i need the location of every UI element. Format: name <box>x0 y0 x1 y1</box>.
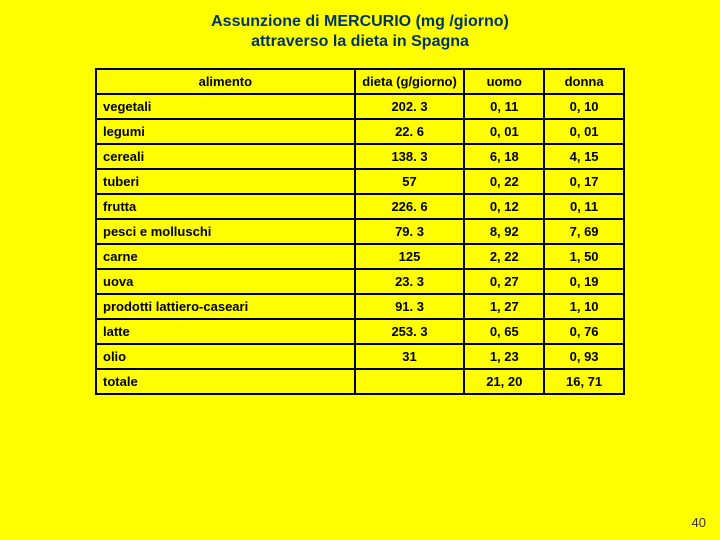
cell-alimento: tuberi <box>96 169 355 194</box>
table-row: frutta226. 60, 120, 11 <box>96 194 624 219</box>
header-dieta: dieta (g/giorno) <box>355 69 465 94</box>
cell-value: 138. 3 <box>355 144 465 169</box>
table-row: carne1252, 221, 50 <box>96 244 624 269</box>
cell-value: 226. 6 <box>355 194 465 219</box>
cell-value: 0, 01 <box>544 119 624 144</box>
cell-value: 1, 27 <box>464 294 544 319</box>
table-row: pesci e molluschi79. 38, 927, 69 <box>96 219 624 244</box>
table-row: cereali138. 36, 184, 15 <box>96 144 624 169</box>
cell-value: 0, 01 <box>464 119 544 144</box>
cell-alimento: prodotti lattiero-caseari <box>96 294 355 319</box>
cell-value: 57 <box>355 169 465 194</box>
cell-value: 4, 15 <box>544 144 624 169</box>
cell-alimento: carne <box>96 244 355 269</box>
cell-alimento: cereali <box>96 144 355 169</box>
cell-value: 0, 19 <box>544 269 624 294</box>
cell-alimento: vegetali <box>96 94 355 119</box>
cell-value: 202. 3 <box>355 94 465 119</box>
cell-alimento: uova <box>96 269 355 294</box>
cell-value: 16, 71 <box>544 369 624 394</box>
cell-alimento: pesci e molluschi <box>96 219 355 244</box>
table-row: totale 21, 2016, 71 <box>96 369 624 394</box>
cell-value: 1, 50 <box>544 244 624 269</box>
table-body: vegetali202. 30, 110, 10legumi22. 60, 01… <box>96 94 624 394</box>
cell-value: 0, 65 <box>464 319 544 344</box>
slide-title: Assunzione di MERCURIO (mg /giorno) attr… <box>0 12 720 52</box>
cell-alimento: latte <box>96 319 355 344</box>
table-row: vegetali202. 30, 110, 10 <box>96 94 624 119</box>
cell-value: 21, 20 <box>464 369 544 394</box>
cell-value: 0, 76 <box>544 319 624 344</box>
cell-value: 31 <box>355 344 465 369</box>
cell-value: 6, 18 <box>464 144 544 169</box>
cell-value: 22. 6 <box>355 119 465 144</box>
cell-value: 0, 10 <box>544 94 624 119</box>
cell-value: 23. 3 <box>355 269 465 294</box>
header-uomo: uomo <box>464 69 544 94</box>
table-row: uova23. 30, 270, 19 <box>96 269 624 294</box>
cell-value: 253. 3 <box>355 319 465 344</box>
slide: Assunzione di MERCURIO (mg /giorno) attr… <box>0 0 720 540</box>
header-donna: donna <box>544 69 624 94</box>
cell-value: 79. 3 <box>355 219 465 244</box>
cell-value: 0, 11 <box>544 194 624 219</box>
cell-value: 0, 93 <box>544 344 624 369</box>
mercury-intake-table: alimento dieta (g/giorno) uomo donna veg… <box>95 68 625 395</box>
table-row: tuberi570, 220, 17 <box>96 169 624 194</box>
table-container: alimento dieta (g/giorno) uomo donna veg… <box>95 68 625 395</box>
title-line-1: Assunzione di MERCURIO (mg /giorno) <box>211 13 509 30</box>
page-number: 40 <box>692 515 706 530</box>
cell-alimento: olio <box>96 344 355 369</box>
header-alimento: alimento <box>96 69 355 94</box>
cell-value: 7, 69 <box>544 219 624 244</box>
cell-value: 8, 92 <box>464 219 544 244</box>
table-row: olio311, 230, 93 <box>96 344 624 369</box>
cell-value: 1, 23 <box>464 344 544 369</box>
cell-value: 0, 12 <box>464 194 544 219</box>
cell-value: 0, 11 <box>464 94 544 119</box>
cell-value: 1, 10 <box>544 294 624 319</box>
cell-alimento: totale <box>96 369 355 394</box>
table-row: latte253. 30, 650, 76 <box>96 319 624 344</box>
title-line-2: attraverso la dieta in Spagna <box>251 33 469 50</box>
cell-value: 0, 27 <box>464 269 544 294</box>
cell-value: 0, 17 <box>544 169 624 194</box>
table-row: legumi22. 60, 010, 01 <box>96 119 624 144</box>
table-header-row: alimento dieta (g/giorno) uomo donna <box>96 69 624 94</box>
cell-value <box>355 369 465 394</box>
cell-alimento: frutta <box>96 194 355 219</box>
table-row: prodotti lattiero-caseari91. 31, 271, 10 <box>96 294 624 319</box>
cell-alimento: legumi <box>96 119 355 144</box>
cell-value: 91. 3 <box>355 294 465 319</box>
cell-value: 125 <box>355 244 465 269</box>
cell-value: 2, 22 <box>464 244 544 269</box>
cell-value: 0, 22 <box>464 169 544 194</box>
